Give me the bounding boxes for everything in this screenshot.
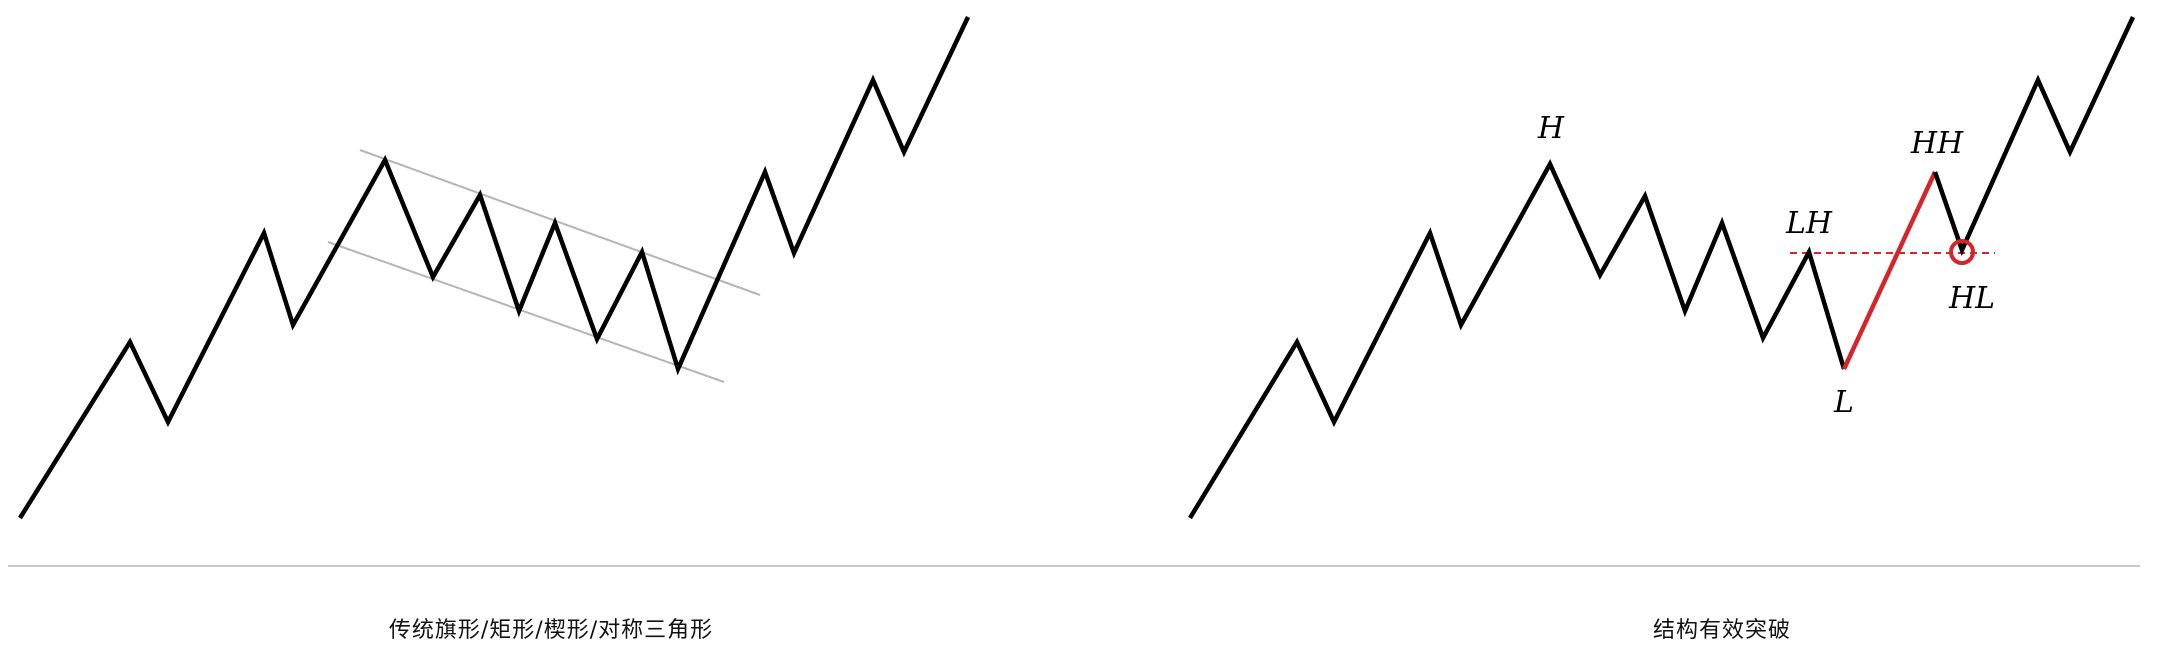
label-h: H [1537,111,1565,146]
left-price-zigzag [18,16,971,520]
right-caption: 结构有效突破 [1652,618,1791,643]
label-hh: HH [1910,126,1964,161]
channel-upper-line [359,149,761,296]
label-l: L [1833,385,1854,420]
breakout-leg-line [1841,171,1938,370]
right-price-zigzag [1188,158,1847,520]
right-price-continuation [1932,16,2136,257]
higher-low-marker-circle [1949,239,1975,265]
channel-lower-line [327,241,725,383]
left-caption: 传统旗形/矩形/楔形/对称三角形 [388,618,714,643]
left-panel [18,16,971,520]
label-hl: HL [1948,281,1995,316]
label-lh: LH [1785,206,1833,241]
right-panel: H LH L HH HL [1188,16,2136,520]
